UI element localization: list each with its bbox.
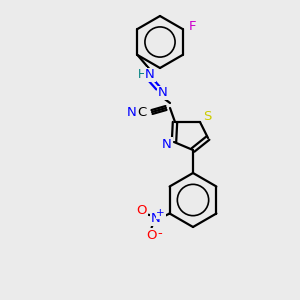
Text: C: C (137, 106, 147, 118)
Text: N: N (145, 68, 155, 82)
Text: S: S (203, 110, 211, 124)
Text: N: N (162, 137, 172, 151)
Text: +: + (156, 208, 165, 218)
Text: N: N (151, 212, 160, 225)
Text: -: - (157, 227, 162, 240)
Text: N: N (158, 86, 168, 100)
Text: O: O (136, 204, 147, 217)
Text: H: H (138, 68, 146, 80)
Text: O: O (146, 229, 157, 242)
Text: F: F (189, 20, 196, 34)
Text: N: N (127, 106, 137, 118)
